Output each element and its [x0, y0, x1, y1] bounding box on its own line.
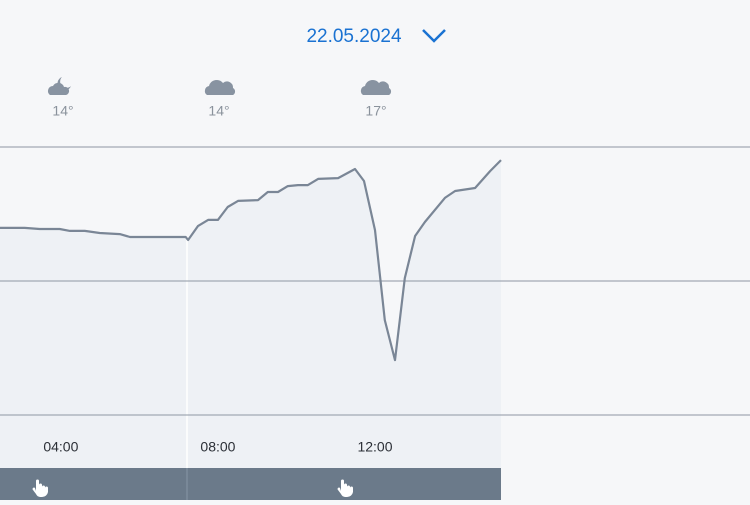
chart: 04:00 08:00 12:00 [0, 146, 750, 468]
timeline-bar [0, 468, 501, 500]
date-picker[interactable]: 22.05.2024 [306, 26, 446, 47]
tap-icon[interactable] [32, 479, 48, 498]
temperature: 17° [365, 103, 386, 119]
weather-icons [48, 77, 392, 95]
cloud-icon [360, 79, 392, 95]
line [0, 159, 502, 362]
chevron-down[interactable] [422, 29, 446, 43]
x-tick-label: 12:00 [357, 439, 392, 455]
date-label[interactable]: 22.05.2024 [306, 26, 402, 47]
cloud-icon [204, 79, 236, 95]
moon-cloud-icon [48, 77, 71, 95]
x-tick-label: 04:00 [43, 439, 78, 455]
temperature: 14° [52, 103, 73, 119]
tap-icon[interactable] [337, 479, 353, 498]
temperature: 14° [208, 103, 229, 119]
x-tick-label: 08:00 [200, 439, 235, 455]
